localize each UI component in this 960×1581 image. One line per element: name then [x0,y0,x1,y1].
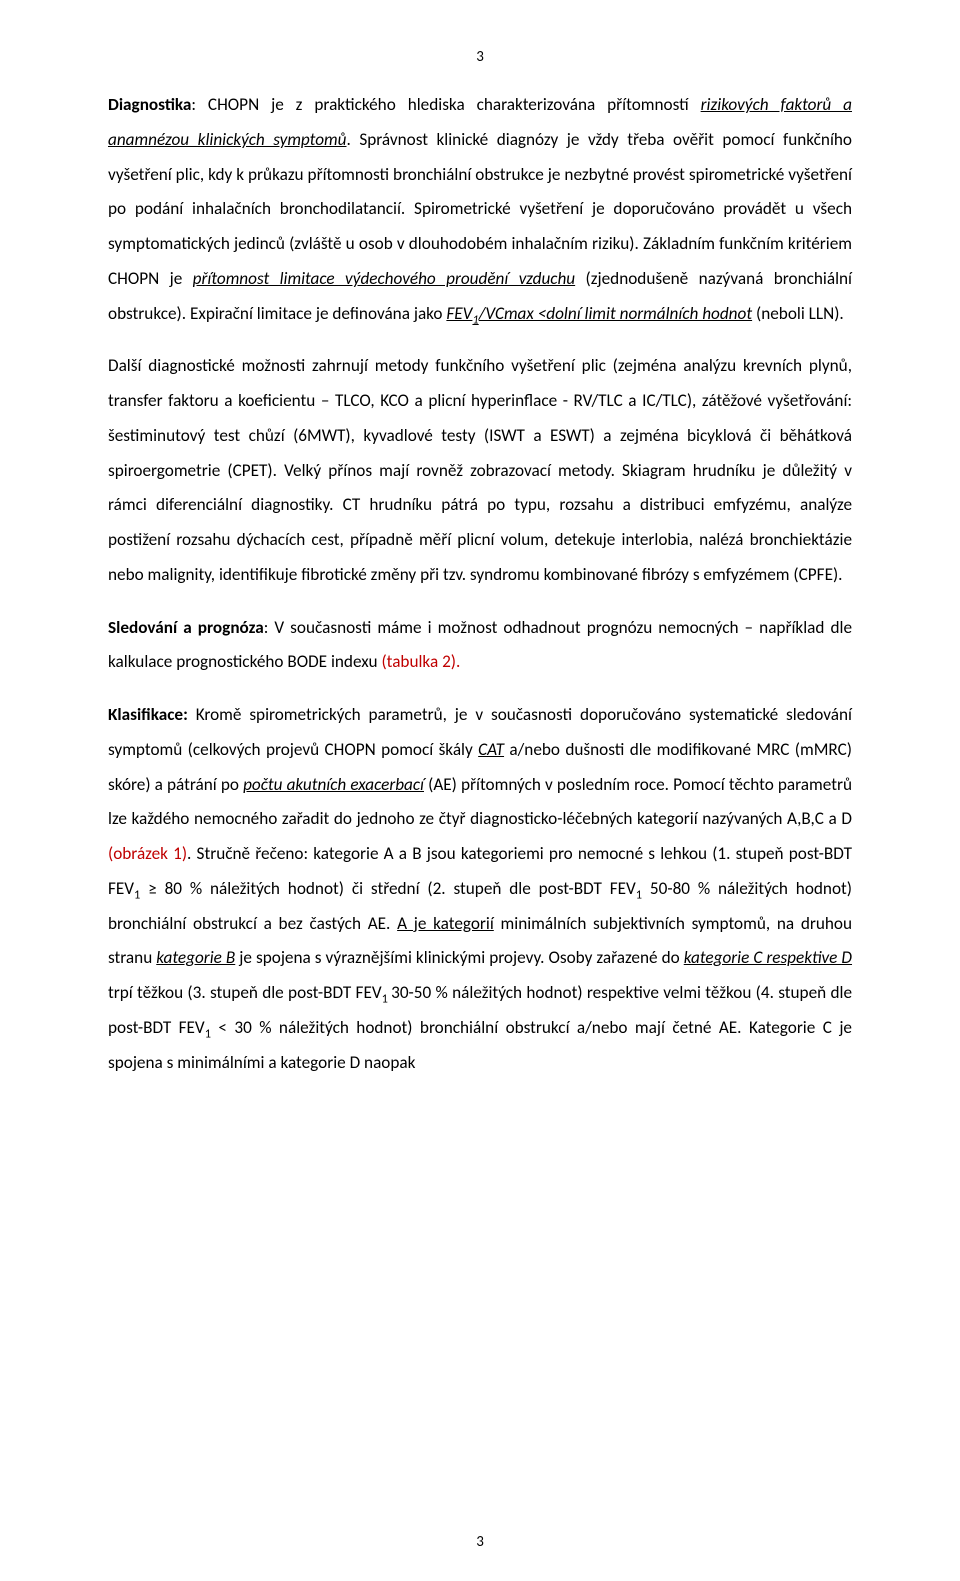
underline-kategorie-c-d: kategorie C respektive D [684,947,852,968]
paragraph-sledovani: Sledování a prognóza: V současnosti máme… [108,611,852,681]
underline-fev-vcmax-a: FEV [446,303,472,324]
document-page: 3 Diagnostika: CHOPN je z praktického hl… [0,0,960,1581]
underline-cat: CAT [478,739,504,760]
underline-a-kategorie: A je kategorií [397,913,494,934]
text: Další diagnostické možnosti zahrnují met… [108,355,852,585]
heading-diagnostika: Diagnostika [108,94,191,115]
ref-obrazek-1: (obrázek 1) [108,843,187,864]
text: . Správnost klinické diagnózy je vždy tř… [108,129,852,289]
text: ˂ 30 % náležitých hodnot) bronchiální ob… [108,1017,852,1073]
underline-limitace-proudeni: přítomnost limitace výdechového proudění… [193,268,575,289]
paragraph-klasifikace: Klasifikace: Kromě spirometrických param… [108,698,852,1080]
heading-klasifikace: Klasifikace: [108,704,188,725]
text: : CHOPN je z praktického hlediska charak… [191,94,700,115]
underline-fev-vcmax-b: /VCmax ˂dolní limit normálních hodnot [479,303,752,324]
ref-tabulka-2: (tabulka 2). [381,651,460,672]
paragraph-diagnostika: Diagnostika: CHOPN je z praktického hled… [108,88,852,331]
heading-sledovani: Sledování a prognóza [108,617,264,638]
subscript-1: 1 [382,991,392,1006]
text: trpí těžkou (3. stupeň dle post-BDT FEV [108,982,382,1003]
page-number-top: 3 [108,48,852,66]
text: je spojena s výraznějšími klinickými pro… [235,947,683,968]
text: ≥ 80 % náležitých hodnot) či střední (2.… [140,878,635,899]
paragraph-dalsi-moznosti: Další diagnostické možnosti zahrnují met… [108,349,852,592]
underline-kategorie-b: kategorie B [156,947,235,968]
underline-poctu-exacerbaci: počtu akutních exacerbací [243,774,424,795]
page-number-bottom: 3 [0,1533,960,1551]
text: (neboli LLN). [752,303,844,324]
